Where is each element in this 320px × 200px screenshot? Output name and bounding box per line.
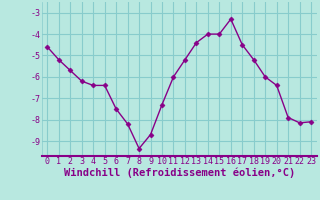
X-axis label: Windchill (Refroidissement éolien,°C): Windchill (Refroidissement éolien,°C) xyxy=(64,168,295,178)
